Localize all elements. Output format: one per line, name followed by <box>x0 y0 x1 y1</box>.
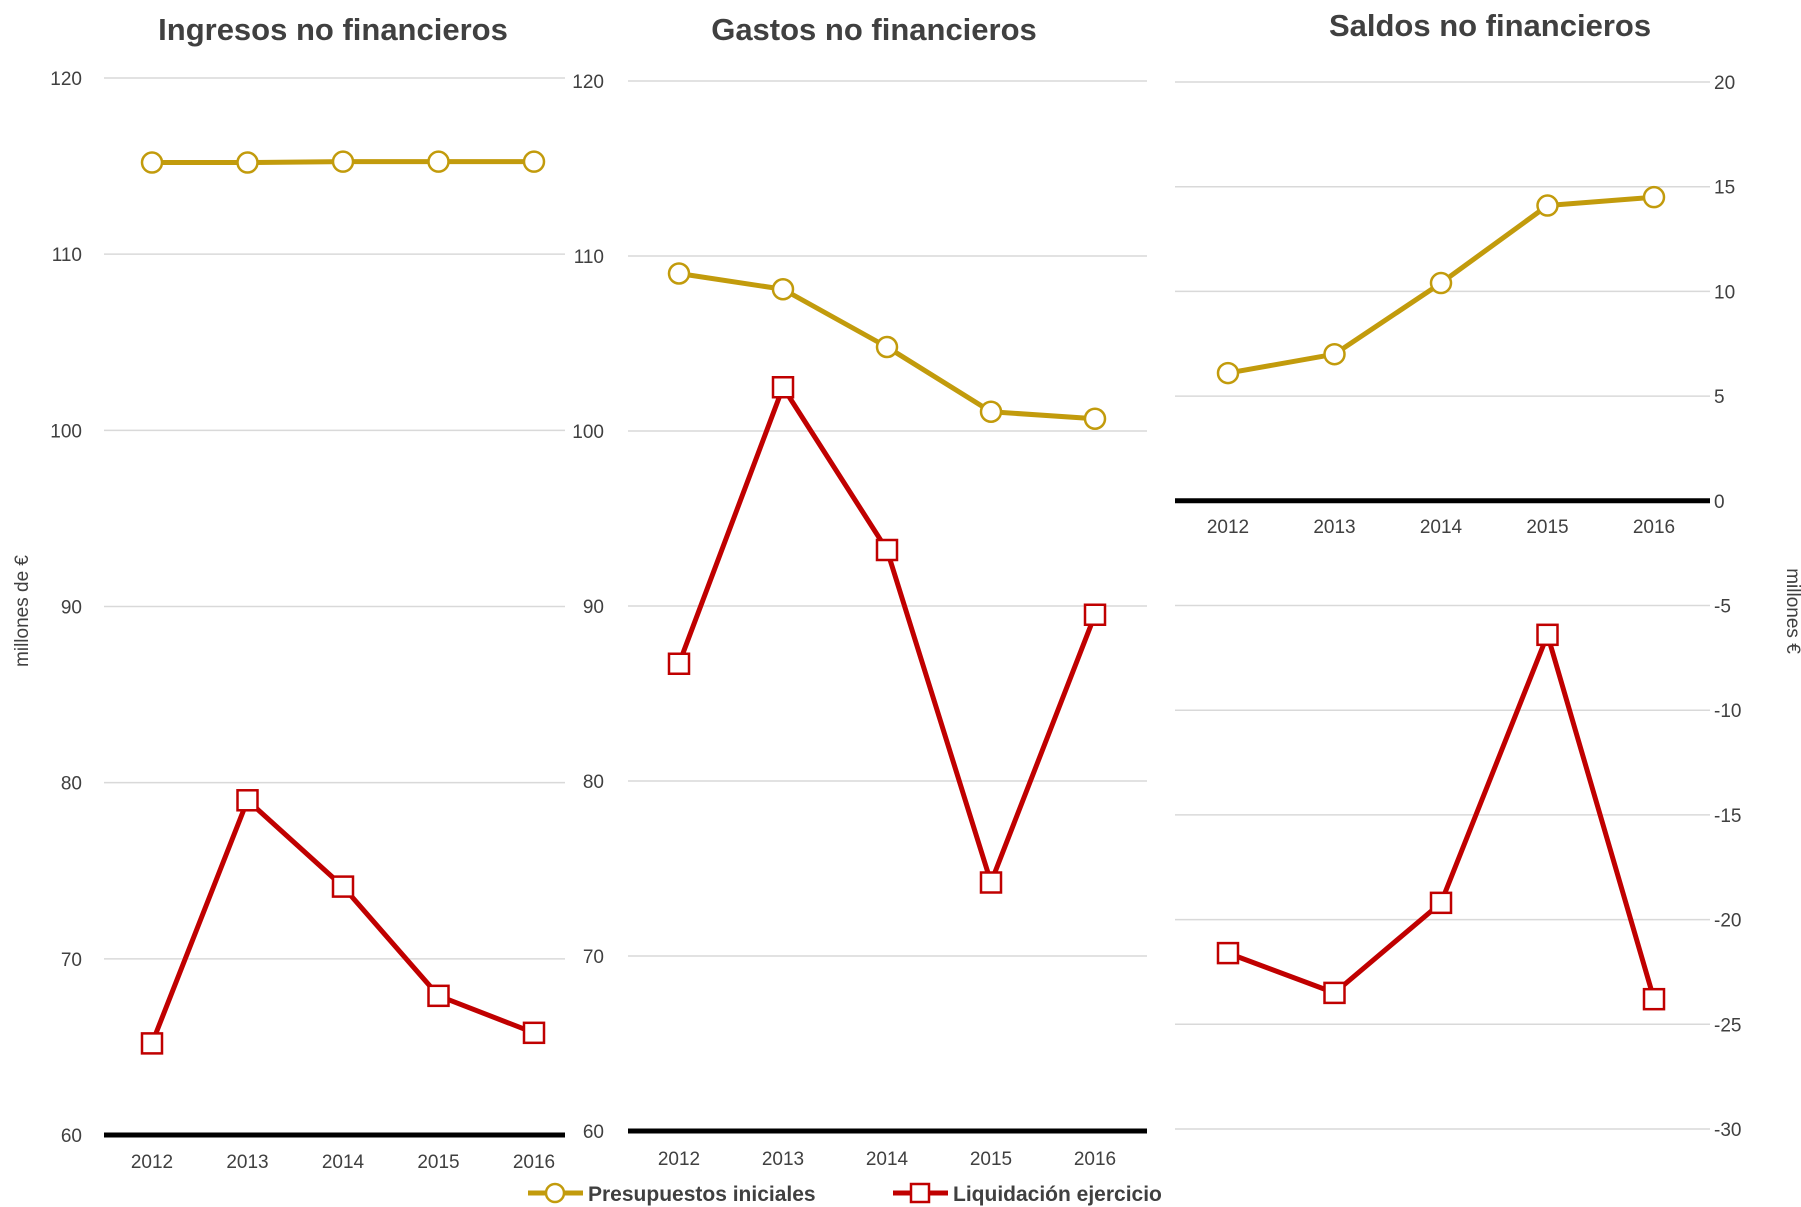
data-point-liquidacion <box>331 875 355 898</box>
x-tick-label: 2012 <box>658 1149 700 1170</box>
series-line-liquidacion <box>149 797 535 1045</box>
legend-item-liquidacion: Liquidación ejercicio <box>893 1182 1162 1206</box>
legend-label: Liquidación ejercicio <box>953 1183 1162 1206</box>
x-tick-label: 2016 <box>1633 517 1675 538</box>
data-point-liquidacion <box>979 871 1003 894</box>
y-tick-label: -20 <box>1714 911 1741 932</box>
data-point-presupuestos <box>427 150 450 173</box>
x-tick-label: 2012 <box>1207 517 1249 538</box>
legend-marker-circle <box>544 1182 566 1204</box>
chart-title: Ingresos no financieros <box>158 12 508 47</box>
x-tick-label: 2014 <box>322 1152 365 1173</box>
data-point-presupuestos <box>667 262 691 285</box>
data-point-presupuestos <box>875 335 899 359</box>
y-tick-label: -25 <box>1714 1015 1741 1036</box>
y-tick-label: 100 <box>572 422 604 443</box>
data-point-liquidacion <box>140 1032 164 1055</box>
legend-item-presupuestos: Presupuestos iniciales <box>528 1182 816 1206</box>
y-tick-label: -30 <box>1714 1120 1741 1141</box>
data-point-liquidacion <box>427 984 450 1008</box>
x-tick-label: 2015 <box>1526 517 1568 538</box>
y-tick-label: 70 <box>583 947 604 968</box>
x-tick-label: 2016 <box>1074 1149 1116 1170</box>
y-tick-label: 110 <box>574 247 604 268</box>
legend-label: Presupuestos iniciales <box>588 1183 816 1206</box>
y-tick-label: 110 <box>52 245 82 266</box>
data-point-presupuestos <box>979 400 1003 423</box>
gridlines <box>104 77 565 960</box>
series-line-liquidacion <box>676 384 1098 885</box>
chart-saldos: Saldos no financieros millones € -30 -25 -… <box>1175 8 1801 1141</box>
y-tick-label: 0 <box>1714 492 1725 513</box>
y-tick-label: 120 <box>50 69 82 90</box>
data-point-liquidacion <box>1429 891 1453 915</box>
x-tick-label: 2013 <box>1313 517 1355 538</box>
data-point-liquidacion <box>522 1021 546 1045</box>
data-point-presupuestos <box>1083 407 1107 430</box>
y-tick-label: 10 <box>1714 282 1735 303</box>
data-point-liquidacion <box>1083 603 1107 626</box>
x-tick-label: 2015 <box>970 1149 1012 1170</box>
x-tick-label: 2014 <box>1420 517 1463 538</box>
data-point-presupuestos <box>1536 194 1559 217</box>
data-point-presupuestos <box>1642 185 1666 209</box>
data-point-presupuestos <box>1216 361 1240 385</box>
y-tick-label: 20 <box>1714 73 1735 94</box>
data-point-liquidacion <box>771 376 795 399</box>
y-tick-label: -5 <box>1714 597 1731 618</box>
y-tick-label: 5 <box>1714 387 1725 408</box>
x-tick-label: 2015 <box>417 1152 459 1173</box>
data-point-liquidacion <box>1216 941 1240 965</box>
chart-ingresos: Ingresos no financieros millones de € 60… <box>12 12 565 1173</box>
y-tick-label: -10 <box>1714 701 1741 722</box>
y-tick-label: 100 <box>50 421 82 442</box>
y-tick-label: 90 <box>61 598 82 619</box>
x-tick-label: 2013 <box>226 1152 268 1173</box>
y-tick-label: 90 <box>583 597 604 618</box>
y-tick-label: 15 <box>1714 178 1735 199</box>
data-point-liquidacion <box>667 652 691 675</box>
gridlines <box>1175 81 1710 1130</box>
y-tick-label: -15 <box>1714 806 1741 827</box>
chart-title: Saldos no financieros <box>1329 8 1651 43</box>
data-point-liquidacion <box>875 538 899 562</box>
data-point-presupuestos <box>771 278 795 301</box>
y-tick-label: 60 <box>61 1126 82 1147</box>
data-point-presupuestos <box>1429 271 1453 295</box>
x-tick-label: 2014 <box>866 1149 909 1170</box>
y-tick-label: 80 <box>583 772 604 793</box>
series-line-liquidacion <box>1227 632 1657 1000</box>
data-point-liquidacion <box>236 789 259 812</box>
y-tick-label: 70 <box>61 950 82 971</box>
data-point-presupuestos <box>331 150 355 173</box>
data-point-presupuestos <box>236 151 259 174</box>
legend-marker-square <box>909 1182 931 1204</box>
data-point-liquidacion <box>1642 987 1666 1011</box>
data-point-presupuestos <box>522 150 546 173</box>
gridlines <box>628 80 1147 957</box>
data-point-presupuestos <box>140 151 164 174</box>
x-tick-label: 2016 <box>513 1152 555 1173</box>
y-axis-label: millones € <box>1782 568 1801 654</box>
chart-gastos: Gastos no financieros 60 70 80 90 100 110 120 2… <box>572 12 1147 1170</box>
y-tick-label: 80 <box>61 774 82 795</box>
y-tick-label: 60 <box>583 1122 604 1143</box>
x-tick-label: 2013 <box>762 1149 804 1170</box>
data-point-liquidacion <box>1323 981 1346 1005</box>
data-point-presupuestos <box>1323 342 1346 366</box>
y-tick-label: 120 <box>572 72 604 93</box>
data-point-liquidacion <box>1536 623 1559 647</box>
y-axis-label: millones de € <box>12 555 33 667</box>
x-tick-label: 2012 <box>131 1152 173 1173</box>
chart-title: Gastos no financieros <box>711 12 1037 47</box>
legend: Presupuestos iniciales Liquidación ejerc… <box>528 1182 1162 1206</box>
